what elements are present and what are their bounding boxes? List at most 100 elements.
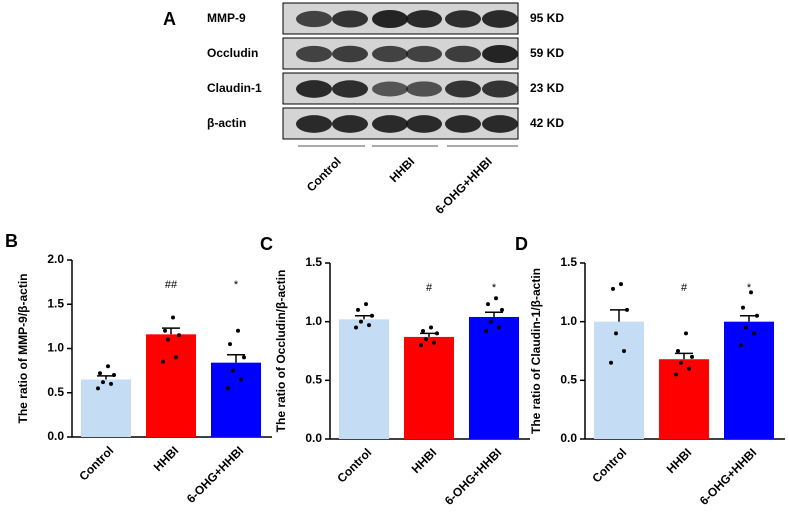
group-label: 6-OHG+HHBI <box>432 154 494 216</box>
bar <box>404 336 454 439</box>
data-point <box>622 349 626 353</box>
bar <box>724 321 774 439</box>
data-point <box>744 325 748 330</box>
data-point <box>690 354 694 359</box>
blot-band <box>406 115 442 133</box>
x-tick-label: HHBI <box>151 443 182 474</box>
blot-band <box>296 115 332 133</box>
data-point <box>674 372 678 377</box>
data-point <box>171 315 175 320</box>
data-point <box>684 331 688 336</box>
data-point <box>611 286 615 291</box>
blot-band <box>372 45 408 63</box>
panel-label: D <box>515 234 528 254</box>
size-label: 59 KD <box>530 46 564 60</box>
blot-band <box>296 45 332 63</box>
data-point <box>741 305 745 310</box>
data-point <box>106 364 110 369</box>
data-point <box>364 302 368 307</box>
data-point <box>749 290 753 295</box>
protein-label: β-actin <box>207 116 246 130</box>
size-label: 23 KD <box>530 81 564 95</box>
data-point <box>752 331 756 336</box>
bar <box>469 316 519 439</box>
y-tick-label: 1.0 <box>305 314 322 328</box>
bar <box>339 319 389 439</box>
y-tick-label: 1.0 <box>47 341 64 355</box>
significance: * <box>747 282 752 294</box>
significance: * <box>234 279 239 291</box>
data-point <box>429 325 433 330</box>
blot-band <box>445 80 481 98</box>
y-axis-label: The ratio of MMP-9/β-actin <box>16 274 30 424</box>
blot-band <box>406 10 442 28</box>
data-point <box>370 313 374 318</box>
data-point <box>421 329 425 334</box>
bar <box>146 334 196 437</box>
size-label: 42 KD <box>530 116 564 130</box>
blot-band <box>296 80 332 98</box>
blot-band <box>482 80 518 98</box>
blot-band <box>445 45 481 63</box>
blot-band <box>296 10 332 28</box>
protein-label: Occludin <box>207 46 258 60</box>
data-point <box>226 386 230 391</box>
y-tick-label: 1.5 <box>47 296 64 310</box>
data-point <box>739 343 743 348</box>
blot-band <box>445 10 481 28</box>
panel-label: A <box>163 9 176 29</box>
data-point <box>500 307 504 312</box>
blot-band <box>332 10 368 28</box>
data-point <box>687 366 691 371</box>
data-point <box>489 319 493 324</box>
significance: # <box>681 282 688 294</box>
data-point <box>96 386 100 391</box>
protein-label: MMP-9 <box>207 11 246 25</box>
x-tick-label: Control <box>334 445 374 485</box>
data-point <box>484 329 488 334</box>
y-tick-label: 2.0 <box>47 252 64 266</box>
data-point <box>228 342 232 347</box>
blot-band <box>482 45 518 63</box>
data-point <box>163 328 167 333</box>
data-point <box>419 343 423 348</box>
data-point <box>236 328 240 333</box>
data-point <box>679 360 683 365</box>
data-point <box>625 307 629 312</box>
data-point <box>432 340 436 345</box>
y-tick-label: 1.0 <box>560 314 577 328</box>
data-point <box>231 368 235 373</box>
data-point <box>676 349 680 353</box>
data-point <box>755 313 759 318</box>
data-point <box>497 325 501 330</box>
group-label: Control <box>304 154 344 194</box>
bar <box>81 379 131 437</box>
blot-band <box>332 115 368 133</box>
panel-label: C <box>260 234 273 254</box>
blot-band <box>482 115 518 133</box>
data-point <box>98 371 102 376</box>
y-tick-label: 0.5 <box>47 385 64 399</box>
x-tick-label: 6-OHG+HHBI <box>442 445 504 507</box>
data-point <box>242 355 246 360</box>
blot-band <box>332 80 368 98</box>
blot-band <box>445 115 481 133</box>
y-tick-label: 0.0 <box>560 431 577 445</box>
data-point <box>177 333 181 338</box>
significance: ## <box>165 279 178 291</box>
data-point <box>494 296 498 301</box>
x-tick-label: HHBI <box>664 445 695 476</box>
data-point <box>354 325 358 330</box>
blot-band <box>372 115 408 133</box>
data-point <box>239 377 243 382</box>
data-point <box>614 331 618 336</box>
x-tick-label: HHBI <box>409 445 440 476</box>
y-tick-label: 1.5 <box>560 255 577 269</box>
data-point <box>486 302 490 307</box>
data-point <box>109 381 113 386</box>
x-tick-label: Control <box>76 443 116 483</box>
y-tick-label: 0.5 <box>560 373 577 387</box>
y-axis-label: The ratio of Occludin/β-actin <box>274 270 288 433</box>
significance: # <box>426 282 433 294</box>
